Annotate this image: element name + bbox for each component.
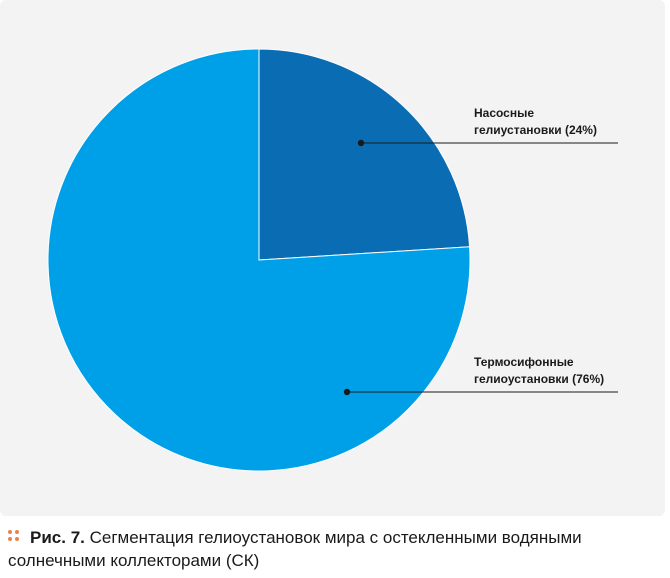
pie-slice-1 (258, 48, 471, 261)
leader-dot-1 (357, 139, 365, 147)
slice-label-1-line-2: гелиустановки (24%) (474, 123, 597, 137)
caption-text: Сегментация гелиоустановок мира с остекл… (8, 528, 582, 570)
pie-slice-2 (47, 48, 471, 472)
figure-caption: Рис. 7. Сегментация гелиоустановок мира … (8, 526, 663, 572)
slice-label-1-line-1: Насосные (474, 106, 534, 120)
pie-chart: Насосные гелиустановки (24%) Термосифонные… (47, 48, 618, 472)
caption-prefix: Рис. 7. (30, 528, 85, 547)
leader-dot-2 (343, 388, 351, 396)
chart-panel: Насосные гелиустановки (24%) Термосифонные… (0, 0, 665, 516)
caption-bullet-icon (8, 530, 20, 542)
slice-label-2-line-2: гелиоустановки (76%) (474, 372, 604, 386)
slice-label-2-line-1: Термосифонные (474, 355, 574, 369)
